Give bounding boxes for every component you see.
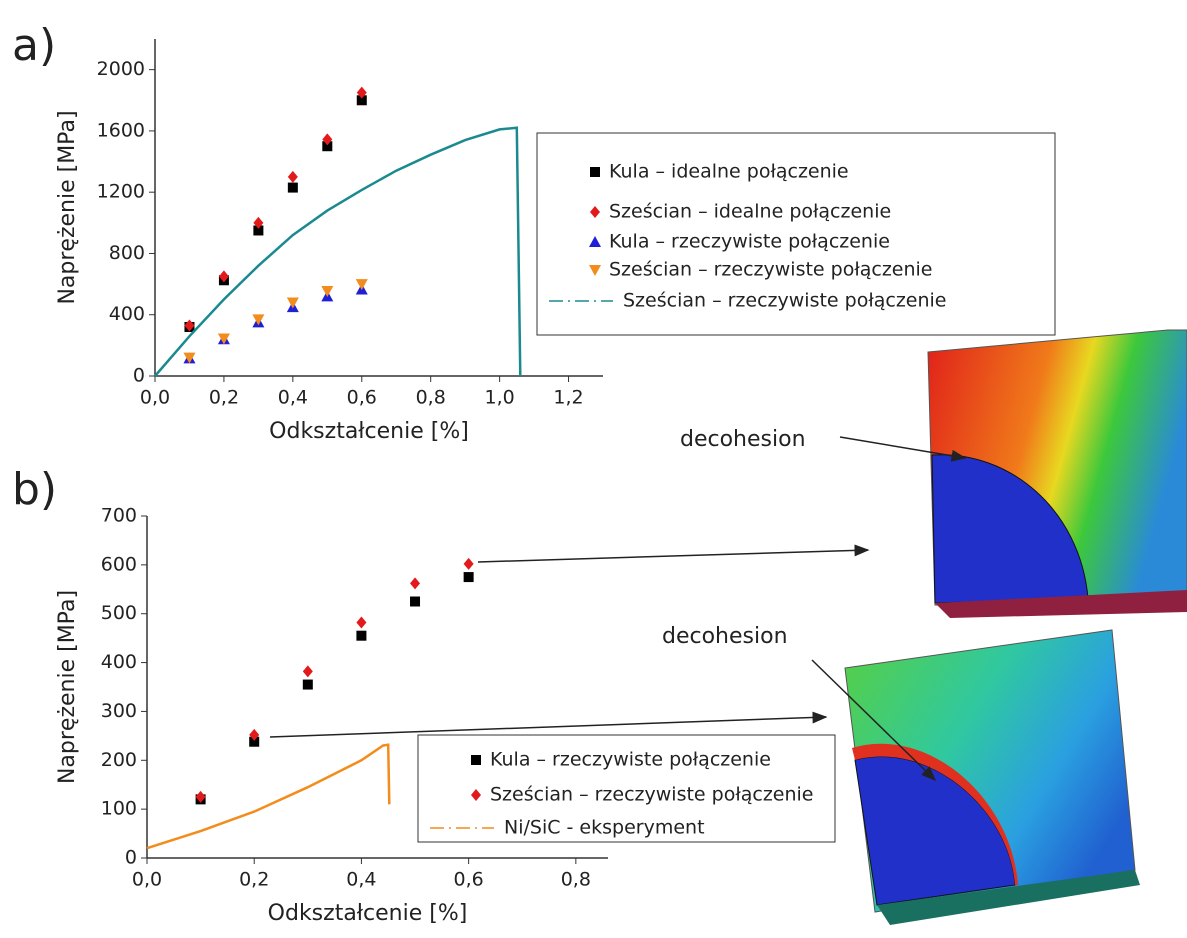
marker	[356, 279, 368, 290]
x-tick-label: 0,0	[132, 869, 162, 891]
y-tick-label: 200	[101, 749, 137, 771]
legend-label: Sześcian – idealne połączenie	[609, 201, 891, 223]
marker	[303, 680, 313, 690]
marker	[356, 631, 366, 641]
panel-label: b)	[12, 464, 57, 515]
y-tick-label: 400	[109, 303, 145, 325]
x-tick-label: 0,0	[140, 387, 170, 409]
figure: decohesion decohesion a) 0,0 0,2 0,4 0,6 0,8 1…	[0, 0, 1187, 938]
y-tick-label: 1200	[97, 181, 145, 203]
legend-label: Ni/SiC - eksperyment	[504, 817, 705, 839]
line	[155, 128, 520, 376]
marker	[321, 286, 333, 297]
x-tick-label: 0,6	[454, 869, 484, 891]
panel-label: a)	[12, 20, 56, 71]
x-tick-label: 0,4	[346, 869, 376, 891]
annotation: decohesion	[680, 427, 806, 452]
y-tick-label: 0	[133, 365, 145, 387]
legend-label: Kula – rzeczywiste połączenie	[490, 749, 771, 771]
x-tick-label: 0,8	[561, 869, 591, 891]
y-tick-label: 1600	[97, 119, 145, 141]
x-tick-label: 1,2	[553, 387, 583, 409]
fem-image-1	[928, 330, 1187, 618]
marker	[410, 597, 420, 607]
legend-label: Kula – idealne połączenie	[609, 161, 849, 183]
legend-marker	[471, 755, 481, 765]
legend-label: Sześcian – rzeczywiste połączenie	[609, 259, 933, 281]
marker	[288, 171, 298, 183]
x-tick-label: 0,4	[278, 387, 308, 409]
x-tick-label: 1,0	[485, 387, 515, 409]
legend-marker	[590, 167, 600, 177]
y-tick-label: 600	[101, 553, 137, 575]
y-axis-label: Naprężenie [MPa]	[55, 590, 80, 784]
marker	[303, 665, 313, 677]
marker	[356, 617, 366, 629]
x-tick-label: 0,2	[209, 387, 239, 409]
legend-label: Sześcian – rzeczywiste połączenie	[623, 290, 947, 312]
x-tick-label: 0,6	[347, 387, 377, 409]
x-axis-label: Odkształcenie [%]	[268, 901, 468, 926]
marker	[464, 572, 474, 582]
x-axis-label: Odkształcenie [%]	[269, 419, 469, 444]
y-tick-label: 500	[101, 602, 137, 624]
marker	[410, 577, 420, 589]
y-tick-label: 400	[101, 651, 137, 673]
marker	[464, 558, 474, 570]
annotation: decohesion	[662, 624, 788, 649]
x-tick-label: 0,2	[239, 869, 269, 891]
y-tick-label: 700	[101, 505, 137, 527]
y-tick-label: 100	[101, 798, 137, 820]
chart: b) 0,0 0,2 0,4 0,6 0,8 0 100 200 300 400 500 600 700 O…	[12, 464, 835, 926]
marker	[288, 183, 298, 193]
y-axis-label: Naprężenie [MPa]	[55, 110, 80, 304]
legend-label: Sześcian – rzeczywiste połączenie	[490, 784, 814, 806]
marker	[252, 314, 264, 325]
fem-image-2	[845, 630, 1140, 925]
x-tick-label: 0,8	[416, 387, 446, 409]
chart: a) 0,0 0,2 0,4 0,6 0,8 1,0 1,2 0 400 800 1200 1600 20…	[12, 20, 1055, 444]
legend-label: Kula – rzeczywiste połączenie	[609, 231, 890, 253]
line	[147, 745, 389, 849]
y-tick-label: 2000	[97, 58, 145, 80]
y-tick-label: 800	[109, 242, 145, 264]
marker	[287, 297, 299, 308]
y-tick-label: 0	[125, 847, 137, 869]
y-tick-label: 300	[101, 700, 137, 722]
